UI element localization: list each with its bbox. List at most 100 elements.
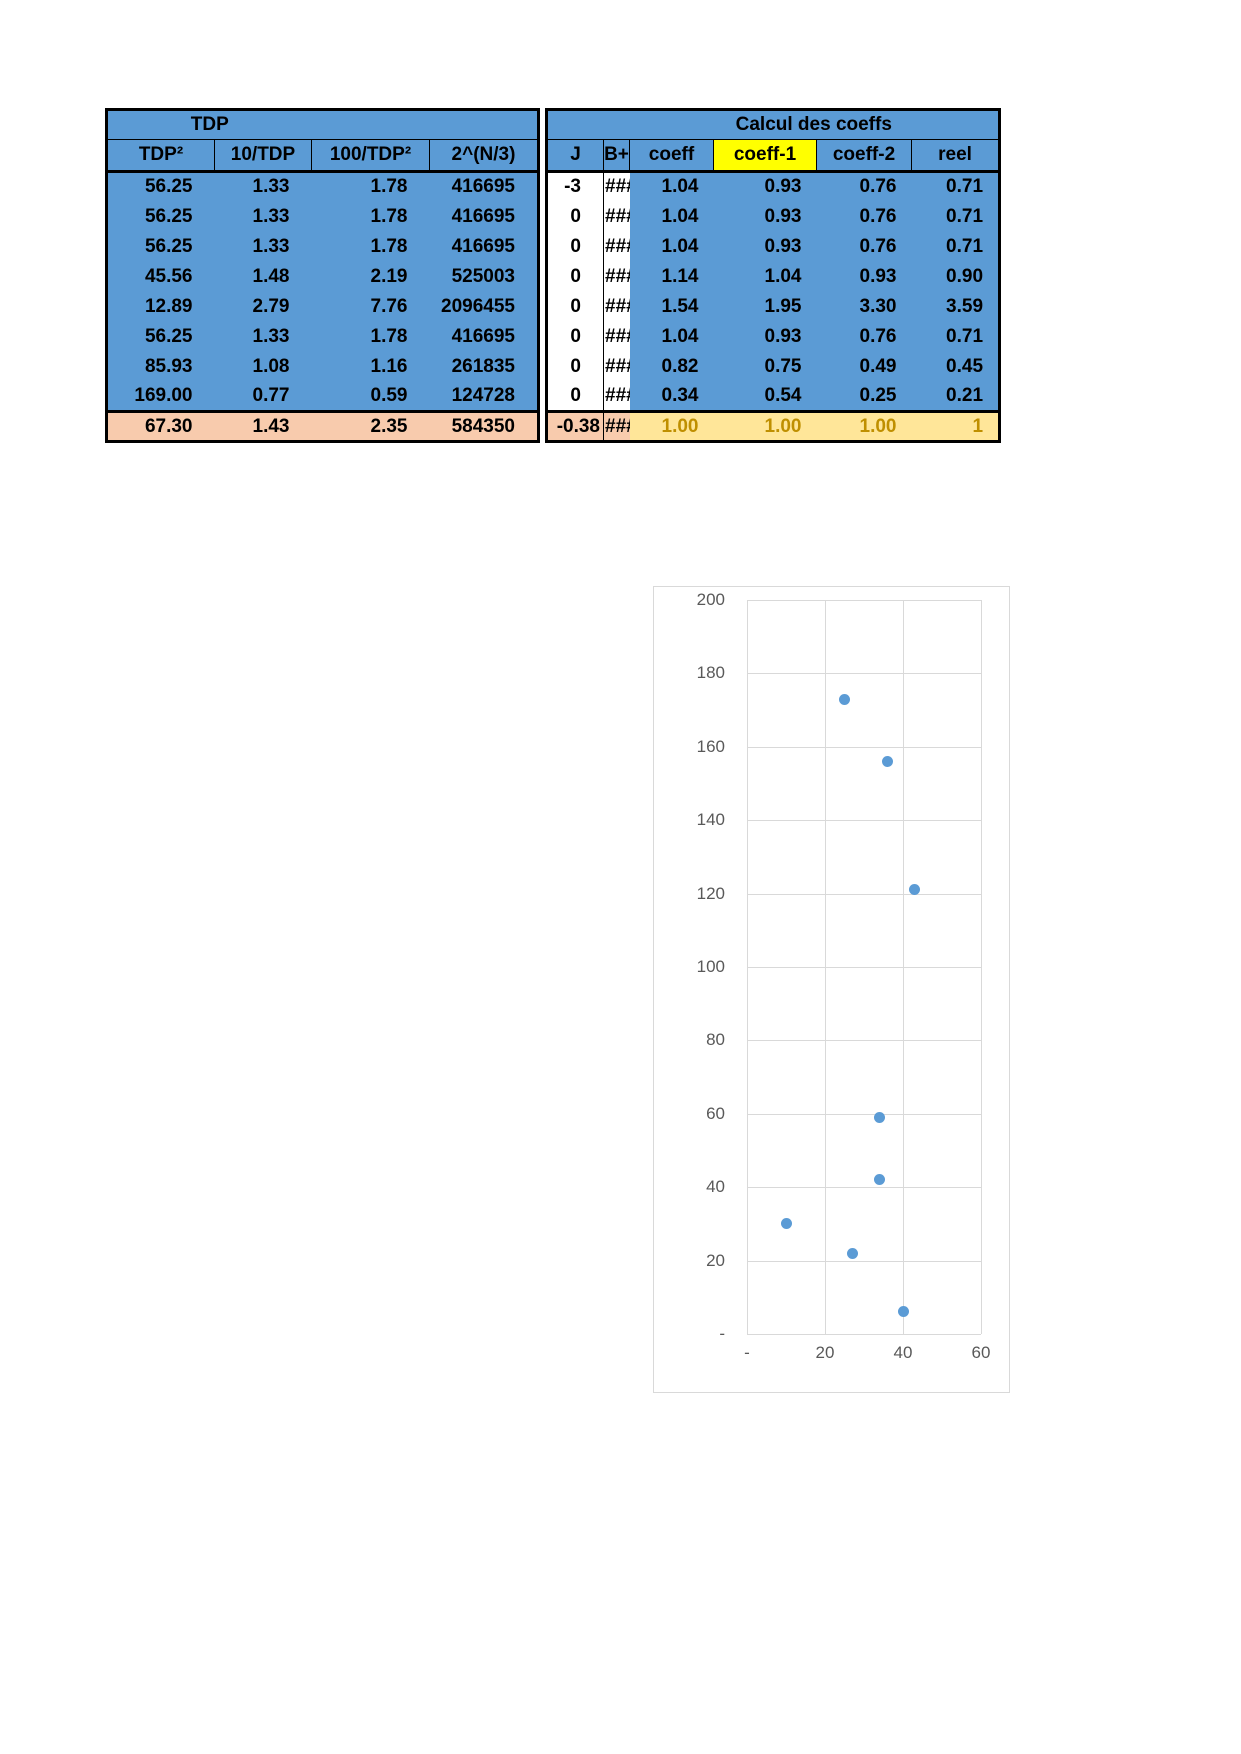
- col-header-10tdp[interactable]: 10/TDP: [214, 139, 312, 173]
- data-point[interactable]: [781, 1218, 792, 1229]
- cell[interactable]: 56.25: [106, 231, 215, 262]
- footer-cell[interactable]: 1.00: [629, 410, 714, 442]
- cell[interactable]: 0.21: [911, 381, 1000, 412]
- cell[interactable]: 0.93: [713, 171, 817, 202]
- cell[interactable]: 416695: [429, 171, 539, 202]
- data-point[interactable]: [874, 1112, 885, 1123]
- cell[interactable]: 0: [546, 351, 604, 382]
- cell[interactable]: 1.04: [629, 201, 714, 232]
- cell[interactable]: 261835: [429, 351, 539, 382]
- cell[interactable]: 0.59: [311, 381, 430, 412]
- cell[interactable]: 0.93: [816, 261, 912, 292]
- tdp-table[interactable]: TDP TDP² 10/TDP 100/TDP² 2^(N/3) 56.25 1.…: [105, 108, 540, 443]
- col-header-reel[interactable]: reel: [910, 139, 1001, 173]
- cell[interactable]: 1.04: [629, 171, 714, 202]
- cell[interactable]: 12.89: [106, 291, 215, 322]
- cell[interactable]: 1.04: [629, 231, 714, 262]
- data-point[interactable]: [839, 694, 850, 705]
- col-header-tdp2[interactable]: TDP²: [106, 139, 215, 173]
- cell[interactable]: 1.78: [311, 321, 430, 352]
- cell[interactable]: 1.95: [713, 291, 817, 322]
- cell[interactable]: 0.75: [713, 351, 817, 382]
- data-point[interactable]: [874, 1174, 885, 1185]
- cell[interactable]: 124728: [429, 381, 539, 412]
- cell[interactable]: ###: [603, 231, 630, 262]
- cell[interactable]: 85.93: [106, 351, 215, 382]
- cell[interactable]: 1.33: [214, 231, 312, 262]
- cell[interactable]: 525003: [429, 261, 539, 292]
- cell[interactable]: 416695: [429, 321, 539, 352]
- col-header-coeff1-highlighted[interactable]: coeff-1: [713, 139, 817, 173]
- cell[interactable]: 1.48: [214, 261, 312, 292]
- cell[interactable]: 416695: [429, 231, 539, 262]
- cell[interactable]: 0: [546, 381, 604, 412]
- cell[interactable]: 0.77: [214, 381, 312, 412]
- cell[interactable]: 0.49: [816, 351, 912, 382]
- col-header-2n3[interactable]: 2^(N/3): [429, 139, 539, 173]
- cell[interactable]: 169.00: [106, 381, 215, 412]
- data-point[interactable]: [898, 1306, 909, 1317]
- cell[interactable]: 416695: [429, 201, 539, 232]
- col-header-bplus[interactable]: B+: [603, 139, 630, 173]
- cell[interactable]: 1.08: [214, 351, 312, 382]
- cell[interactable]: 0.93: [713, 231, 817, 262]
- cell[interactable]: 0.71: [911, 201, 1000, 232]
- cell[interactable]: 56.25: [106, 201, 215, 232]
- cell[interactable]: 1.33: [214, 171, 312, 202]
- cell[interactable]: 56.25: [106, 321, 215, 352]
- cell[interactable]: 3.30: [816, 291, 912, 322]
- cell[interactable]: 1.33: [214, 321, 312, 352]
- cell[interactable]: 0.76: [816, 231, 912, 262]
- cell[interactable]: ###: [603, 321, 630, 352]
- cell[interactable]: 0.76: [816, 171, 912, 202]
- cell[interactable]: 0.82: [629, 351, 714, 382]
- cell[interactable]: 3.59: [911, 291, 1000, 322]
- cell[interactable]: 1.54: [629, 291, 714, 322]
- cell[interactable]: 2096455: [429, 291, 539, 322]
- cell[interactable]: 0.76: [816, 321, 912, 352]
- col-header-coeff[interactable]: coeff: [629, 139, 714, 173]
- cell[interactable]: 0.71: [911, 171, 1000, 202]
- cell[interactable]: 0: [546, 261, 604, 292]
- cell[interactable]: 1.33: [214, 201, 312, 232]
- cell[interactable]: ###: [603, 201, 630, 232]
- cell[interactable]: 2.19: [311, 261, 430, 292]
- cell[interactable]: -3: [546, 171, 604, 202]
- col-header-100tdp2[interactable]: 100/TDP²: [311, 139, 430, 173]
- cell[interactable]: ###: [603, 291, 630, 322]
- cell[interactable]: 0.34: [629, 381, 714, 412]
- cell[interactable]: 2.79: [214, 291, 312, 322]
- col-header-coeff2[interactable]: coeff-2: [816, 139, 912, 173]
- cell[interactable]: 0: [546, 321, 604, 352]
- coeffs-table[interactable]: Calcul des coeffs J B+ coeff coeff-1 coe…: [545, 108, 1002, 443]
- cell[interactable]: 0.71: [911, 231, 1000, 262]
- cell[interactable]: 0.93: [713, 321, 817, 352]
- cell[interactable]: 1.04: [713, 261, 817, 292]
- cell[interactable]: 1.14: [629, 261, 714, 292]
- data-point[interactable]: [882, 756, 893, 767]
- cell[interactable]: 7.76: [311, 291, 430, 322]
- cell[interactable]: ###: [603, 381, 630, 412]
- cell[interactable]: 0: [546, 201, 604, 232]
- footer-cell[interactable]: 1.43: [214, 410, 312, 442]
- cell[interactable]: ###: [603, 261, 630, 292]
- data-point[interactable]: [909, 884, 920, 895]
- cell[interactable]: 0: [546, 231, 604, 262]
- cell[interactable]: ###: [603, 351, 630, 382]
- footer-cell[interactable]: 1: [911, 410, 1000, 442]
- cell[interactable]: 1.78: [311, 201, 430, 232]
- cell[interactable]: 0.93: [713, 201, 817, 232]
- footer-cell[interactable]: 1.00: [816, 410, 912, 442]
- cell[interactable]: 0.54: [713, 381, 817, 412]
- cell[interactable]: 1.16: [311, 351, 430, 382]
- footer-cell[interactable]: 67.30: [106, 410, 215, 442]
- cell[interactable]: 0.76: [816, 201, 912, 232]
- cell[interactable]: 0.90: [911, 261, 1000, 292]
- data-point[interactable]: [847, 1248, 858, 1259]
- footer-cell[interactable]: 1.00: [713, 410, 817, 442]
- cell[interactable]: ###: [603, 171, 630, 202]
- cell[interactable]: 56.25: [106, 171, 215, 202]
- cell[interactable]: 0: [546, 291, 604, 322]
- cell[interactable]: 0.45: [911, 351, 1000, 382]
- footer-cell[interactable]: -0.38: [546, 410, 604, 442]
